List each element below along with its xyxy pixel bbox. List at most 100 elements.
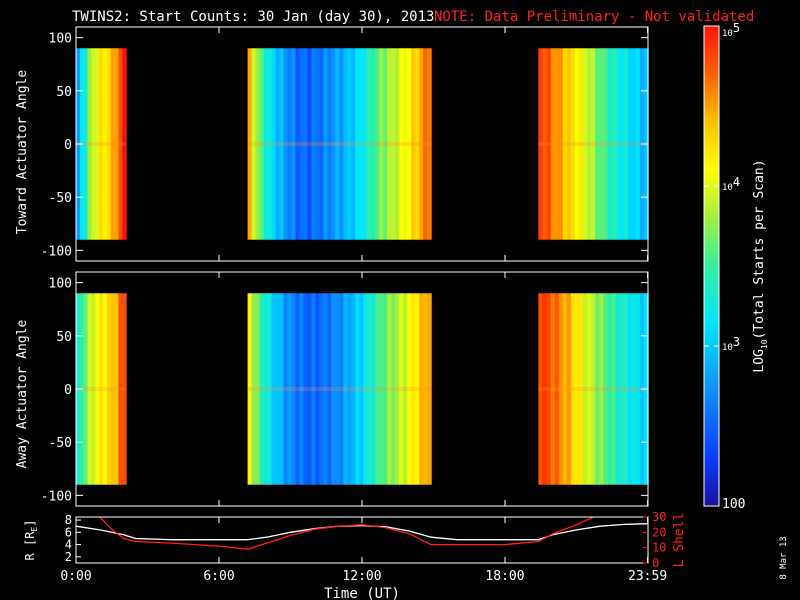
heatmap-cell (259, 293, 265, 485)
heatmap-cell (335, 293, 340, 485)
away-heatmap-panel: 100 50 0 -50 -100 (41, 271, 649, 507)
y-tick-label: 50 (56, 330, 72, 345)
heatmap-cell (403, 293, 408, 485)
lshell-ylabel: L Shell (672, 513, 687, 568)
date-stamp: 8 Mar 13 (779, 536, 789, 579)
toward-heatmap-panel: 100 50 0 -50 -100 (41, 26, 649, 262)
time-tick-label: 6:00 (203, 569, 234, 584)
heatmap-cell (538, 293, 544, 485)
heatmap-cell (419, 293, 424, 485)
heatmap-cell (619, 293, 625, 485)
heatmap-cell (583, 293, 588, 485)
heatmap-cell (122, 293, 127, 485)
time-tick-label: 12:00 (342, 569, 381, 584)
heatmap-cell (118, 293, 123, 485)
heatmap-cell (542, 293, 548, 485)
heatmap-cell (307, 48, 313, 240)
heatmap-cell (303, 48, 309, 240)
heatmap-cell (427, 293, 432, 485)
colorbar-tick-exp: 4 (733, 175, 740, 189)
heatmap-cell (387, 293, 392, 485)
heatmap-cell (327, 48, 332, 240)
toward-ylabel: Toward Actuator Angle (15, 70, 30, 235)
heatmap-cell (546, 48, 552, 240)
zero-angle-stripe (76, 142, 127, 146)
heatmap-cell (383, 293, 388, 485)
colorbar-tick-label: 104 (722, 175, 740, 193)
heatmap-cell (591, 293, 596, 485)
heatmap-cell (583, 48, 588, 240)
heatmap-cell (562, 48, 568, 240)
colorbar-tick-base: 10 (722, 343, 733, 353)
colorbar-tick-base: 10 (722, 183, 733, 193)
heatmap-cell (419, 48, 424, 240)
heatmap-cell (106, 48, 112, 240)
colorbar-tick-label: 103 (722, 335, 740, 353)
heatmap-cell (411, 48, 416, 240)
orbit-ylabel-pre: R [R (23, 531, 37, 561)
heatmap-cell (259, 48, 265, 240)
heatmap-cell (367, 293, 372, 485)
heatmap-block (247, 293, 432, 485)
heatmap-cell (295, 293, 301, 485)
heatmap-cell (315, 48, 321, 240)
heatmap-cell (631, 293, 637, 485)
colorbar-gradient (704, 26, 719, 506)
heatmap-cell (91, 48, 96, 240)
heatmap-cell (623, 293, 629, 485)
heatmap-cell (407, 293, 412, 485)
heatmap-cell (351, 293, 356, 485)
heatmap-cell (355, 48, 360, 240)
heatmap-cell (603, 293, 608, 485)
heatmap-cell (327, 293, 332, 485)
colorbar-tick-exp: 5 (733, 21, 740, 35)
heatmap-cell (627, 293, 633, 485)
heatmap-cell (631, 48, 637, 240)
heatmap-cell (423, 293, 428, 485)
colorbar-tick-base: 100 (722, 497, 745, 512)
away-ylabel: Away Actuator Angle (15, 319, 30, 468)
heatmap-cell (323, 48, 328, 240)
heatmap-cell (566, 293, 572, 485)
colorbar-tick-label: 105 (722, 21, 740, 39)
heatmap-cell (595, 48, 600, 240)
heatmap-cell (391, 48, 396, 240)
heatmap-cell (91, 293, 96, 485)
heatmap-cell (578, 48, 584, 240)
heatmap-cell (351, 48, 356, 240)
heatmap-cell (359, 293, 364, 485)
heatmap-cell (251, 293, 257, 485)
heatmap-cell (319, 293, 325, 485)
heatmap-cell (114, 48, 119, 240)
heatmap-cell (375, 48, 380, 240)
heatmap-cell (367, 48, 372, 240)
zero-angle-stripe (247, 142, 432, 146)
y-tick-label: -50 (49, 436, 72, 451)
heatmap-cell (311, 48, 317, 240)
heatmap-cell (395, 48, 400, 240)
heatmap-cell (299, 48, 305, 240)
zero-angle-stripe (538, 387, 648, 391)
heatmap-cell (307, 293, 313, 485)
chart-note: NOTE: Data Preliminary - Not validated (434, 9, 754, 25)
heatmap-cell (271, 48, 277, 240)
radius-line (76, 523, 648, 541)
heatmap-cell (570, 48, 576, 240)
heatmap-cell (102, 293, 108, 485)
heatmap-cell (255, 293, 261, 485)
y2-tick-label: 0 (652, 556, 659, 570)
heatmap-cell (275, 48, 281, 240)
heatmap-cell (558, 48, 564, 240)
y-tick-label: 50 (56, 85, 72, 100)
heatmap-block (76, 293, 127, 485)
y-tick-label: -100 (41, 244, 72, 259)
heatmap-cell (538, 48, 544, 240)
heatmap-cell (635, 293, 641, 485)
heatmap-block (247, 48, 432, 240)
y-tick-label: 8 (65, 513, 72, 527)
heatmap-cell (383, 48, 388, 240)
colorbar-label-post: (Total Starts per Scan) (752, 159, 767, 339)
zero-angle-stripe (76, 387, 127, 391)
heatmap-cell (122, 48, 127, 240)
